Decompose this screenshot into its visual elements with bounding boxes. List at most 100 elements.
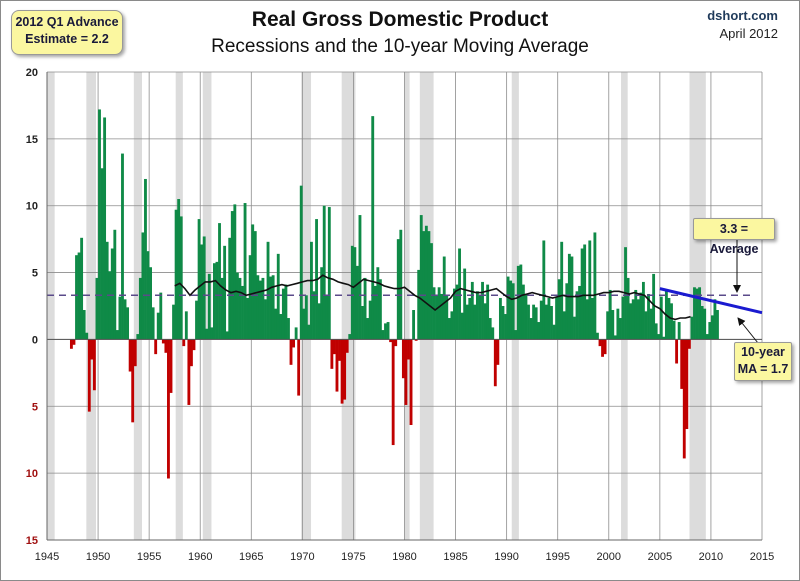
gdp-bar-positive bbox=[115, 330, 119, 340]
gdp-bar-positive bbox=[458, 248, 461, 340]
gdp-bar-positive bbox=[455, 284, 459, 340]
gdp-bar-negative bbox=[167, 339, 170, 479]
gdp-bar-positive bbox=[565, 283, 569, 340]
gdp-bar-positive bbox=[376, 267, 380, 340]
gdp-bar-positive bbox=[215, 261, 219, 340]
gdp-bar-positive bbox=[547, 297, 551, 340]
gdp-bar-positive bbox=[611, 310, 615, 340]
x-tick-label: 2000 bbox=[597, 551, 621, 563]
x-axis-ticks: 1945 1950 1955 1960 1965 1970 1975 1980 1985 1990… bbox=[35, 551, 774, 563]
gdp-bar-negative bbox=[292, 339, 295, 348]
gdp-bar-positive bbox=[327, 207, 331, 340]
gdp-bar-positive bbox=[378, 279, 382, 340]
gdp-bar-positive bbox=[498, 297, 502, 340]
gdp-bar-positive bbox=[534, 307, 538, 340]
gdp-bar-positive bbox=[552, 324, 556, 340]
gdp-bar-positive bbox=[241, 285, 244, 340]
gdp-bar-negative bbox=[182, 339, 186, 347]
x-tick-label: 1945 bbox=[35, 551, 59, 563]
gdp-bar-positive bbox=[672, 320, 676, 340]
gdp-bar-positive bbox=[524, 293, 528, 340]
gdp-bar-positive bbox=[281, 288, 285, 340]
average-callout: 3.3 = Average bbox=[693, 218, 775, 256]
gdp-bar-positive bbox=[435, 295, 438, 340]
gdp-bar-positive bbox=[350, 245, 354, 340]
gdp-bar-negative bbox=[192, 339, 196, 351]
gdp-bar-positive bbox=[608, 289, 612, 340]
gdp-bar-negative bbox=[493, 339, 497, 387]
y-tick-label: 10 bbox=[26, 468, 38, 480]
moving-average-callout: 10-year MA = 1.7 bbox=[734, 342, 792, 381]
gdp-bar-positive bbox=[136, 334, 140, 340]
gdp-bar-positive bbox=[483, 303, 487, 340]
gdp-bar-positive bbox=[440, 293, 444, 340]
gdp-bar-negative bbox=[404, 339, 408, 405]
gdp-bar-positive bbox=[593, 232, 597, 340]
x-tick-label: 1995 bbox=[545, 551, 569, 563]
gdp-bar-negative bbox=[333, 339, 336, 355]
x-tick-label: 1955 bbox=[137, 551, 161, 563]
gdp-bar-positive bbox=[427, 231, 431, 340]
y-tick-label: 15 bbox=[26, 134, 38, 146]
gdp-bar-positive bbox=[670, 303, 673, 340]
gdp-bar-positive bbox=[631, 299, 635, 340]
gdp-bar-positive bbox=[647, 293, 650, 340]
gdp-bar-positive bbox=[437, 287, 441, 340]
gdp-bar-negative bbox=[289, 339, 293, 365]
gdp-bar-negative bbox=[496, 339, 500, 365]
gdp-bar-positive bbox=[274, 308, 278, 340]
gdp-bar-positive bbox=[639, 292, 643, 340]
gdp-bar-positive bbox=[509, 280, 513, 340]
gdp-bar-positive bbox=[542, 240, 546, 340]
gdp-bar-positive bbox=[110, 248, 114, 340]
gdp-bar-positive bbox=[677, 322, 681, 340]
gdp-bar-positive bbox=[649, 308, 653, 340]
gdp-bar-positive bbox=[233, 204, 237, 340]
gdp-bar-positive bbox=[307, 324, 311, 340]
gdp-bar-positive bbox=[504, 314, 507, 340]
gdp-bar-positive bbox=[450, 311, 454, 340]
gdp-bar-positive bbox=[85, 332, 89, 340]
gdp-bars bbox=[69, 109, 719, 479]
gdp-bar-positive bbox=[516, 265, 520, 340]
gdp-bar-negative bbox=[335, 339, 339, 392]
x-tick-label: 2005 bbox=[648, 551, 672, 563]
gdp-bar-negative bbox=[190, 339, 193, 367]
gdp-bar-positive bbox=[442, 256, 446, 340]
gdp-bar-positive bbox=[251, 224, 255, 340]
y-axis-ticks: 20 15 10 5 0 5 10 15 bbox=[26, 67, 38, 547]
gdp-bar-positive bbox=[205, 328, 209, 340]
gdp-bar-negative bbox=[340, 339, 344, 404]
gdp-bar-negative bbox=[401, 339, 405, 379]
gdp-bar-positive bbox=[506, 276, 510, 340]
gdp-bar-positive bbox=[82, 310, 86, 340]
gdp-bar-positive bbox=[77, 252, 81, 340]
gdp-bar-positive bbox=[235, 272, 239, 340]
gdp-bar-positive bbox=[373, 285, 377, 340]
gdp-bar-positive bbox=[113, 229, 117, 340]
chart-subtitle: Recessions and the 10-year Moving Averag… bbox=[211, 36, 589, 57]
gdp-bar-positive bbox=[159, 292, 163, 340]
gdp-bar-positive bbox=[693, 287, 696, 340]
gdp-bar-positive bbox=[151, 307, 155, 340]
gdp-bar-negative bbox=[394, 339, 398, 347]
gdp-bar-negative bbox=[128, 339, 132, 372]
x-tick-label: 1975 bbox=[341, 551, 365, 563]
gdp-bar-positive bbox=[698, 287, 702, 340]
gdp-bar-positive bbox=[320, 267, 324, 340]
gdp-bar-negative bbox=[675, 339, 679, 364]
estimate-callout: 2012 Q1 Advance Estimate = 2.2 bbox=[11, 10, 123, 55]
gdp-bar-positive bbox=[662, 336, 666, 340]
gdp-bar-positive bbox=[210, 327, 214, 340]
gdp-bar-positive bbox=[557, 279, 561, 340]
gdp-bar-positive bbox=[575, 291, 579, 340]
gdp-bar-positive bbox=[703, 308, 707, 340]
gdp-bar-positive bbox=[583, 244, 587, 340]
gdp-bar-negative bbox=[164, 339, 168, 353]
gdp-bar-negative bbox=[72, 339, 76, 345]
x-tick-label: 1980 bbox=[392, 551, 416, 563]
gdp-bar-positive bbox=[432, 287, 436, 340]
x-tick-label: 1970 bbox=[290, 551, 314, 563]
gdp-bar-positive bbox=[539, 300, 543, 340]
gdp-bar-positive bbox=[430, 243, 433, 340]
